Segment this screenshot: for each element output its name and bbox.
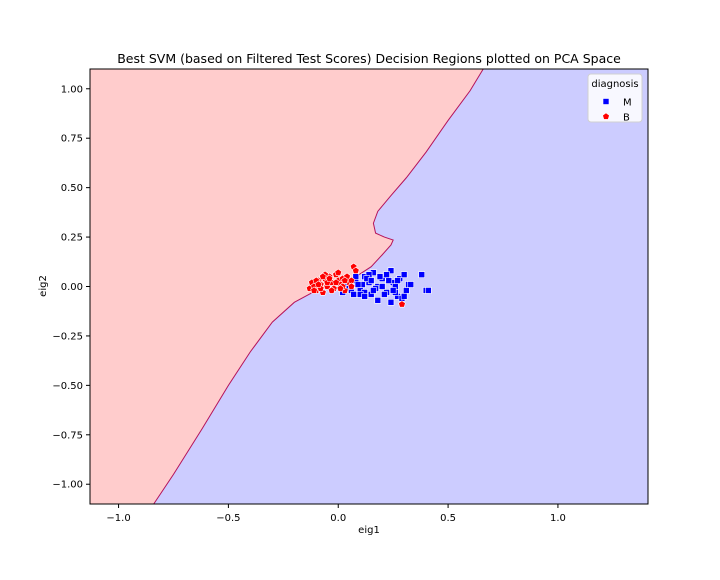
point-M [385, 277, 393, 284]
point-B [332, 278, 340, 286]
y-tick-label: 0.50 [61, 183, 83, 194]
point-M [361, 293, 368, 300]
point-M [425, 287, 432, 294]
legend-marker-B [602, 112, 610, 120]
y-tick-label: −1.00 [52, 480, 83, 491]
point-M [400, 293, 408, 300]
point-M [389, 287, 397, 294]
legend-label-B: B [623, 113, 630, 124]
y-tick-label: −0.75 [52, 430, 83, 441]
point-B [334, 268, 343, 276]
point-M [376, 273, 384, 280]
point-B [352, 266, 360, 274]
point-M [394, 277, 401, 284]
point-M [350, 291, 357, 298]
y-tick-label: 0.25 [61, 233, 83, 244]
point-B [336, 284, 345, 292]
point-B [314, 280, 323, 288]
x-tick-label: 0.5 [440, 513, 456, 524]
x-axis-label: eig1 [358, 525, 380, 536]
decision-region-B [90, 69, 484, 504]
legend-box [587, 73, 643, 123]
y-tick-label: 0.75 [61, 134, 83, 145]
y-tick-label: 0.00 [61, 282, 83, 293]
legend-title: diagnosis [591, 79, 638, 90]
point-M [383, 271, 390, 278]
point-B [319, 272, 327, 280]
point-M [400, 271, 408, 278]
point-B [327, 286, 336, 294]
point-M [381, 291, 388, 298]
y-tick-label: −0.50 [52, 381, 83, 392]
x-tick-label: 1.0 [550, 513, 566, 524]
legend: diagnosis MB [587, 73, 643, 124]
point-M [418, 271, 426, 278]
point-M [374, 297, 382, 304]
point-M [387, 299, 395, 306]
legend-marker-M [602, 98, 610, 105]
decision-boundary [153, 69, 484, 504]
x-tick-label: 0.0 [330, 513, 346, 524]
y-tick-label: −0.25 [52, 331, 83, 342]
point-B [398, 300, 406, 308]
legend-label-M: M [623, 98, 632, 109]
x-tick-label: −1.0 [106, 513, 130, 524]
point-M [407, 281, 415, 288]
point-B [325, 274, 334, 282]
point-M [387, 267, 395, 274]
point-M [403, 287, 410, 294]
series-B [305, 262, 406, 308]
point-B [341, 276, 349, 284]
point-M [354, 281, 362, 288]
point-M [378, 283, 386, 290]
y-tick-label: 1.00 [61, 84, 83, 95]
point-M [367, 277, 375, 284]
x-tick-label: −0.5 [216, 513, 240, 524]
chart-title: Best SVM (based on Filtered Test Scores)… [117, 51, 621, 66]
y-axis-label: eig2 [38, 275, 49, 297]
point-B [347, 282, 356, 290]
point-M [370, 287, 377, 294]
point-B [310, 286, 318, 294]
